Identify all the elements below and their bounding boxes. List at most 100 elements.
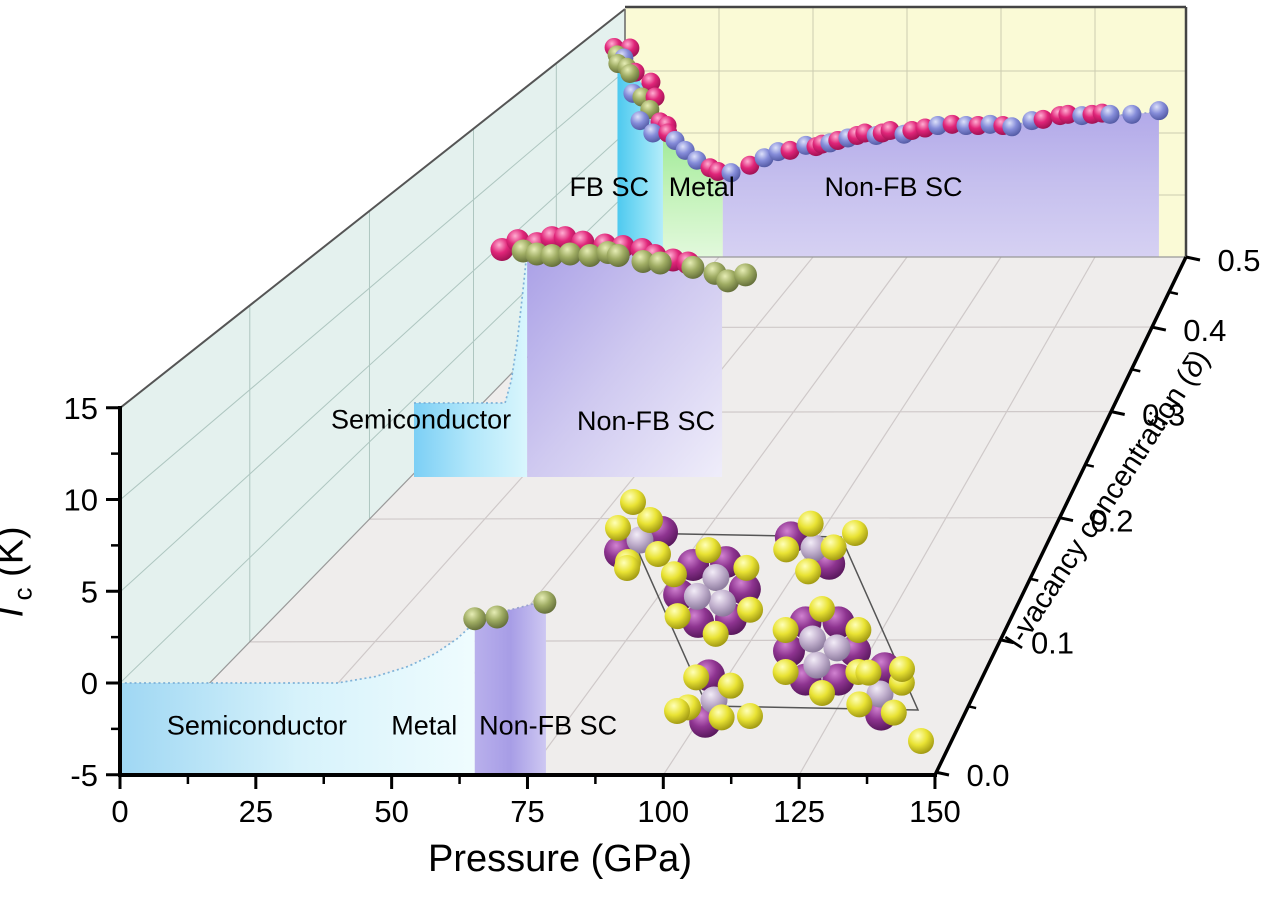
left-wall-top-edge	[119, 8, 626, 409]
atom-cluster-corner	[773, 510, 847, 585]
atom-yellow	[772, 659, 799, 685]
tc-tick-label: -5	[70, 758, 98, 793]
atom-yellow	[842, 520, 868, 546]
delta-tick-label: 0.5	[1217, 243, 1260, 278]
data-point-olive	[681, 255, 705, 279]
delta-major-tick	[1110, 410, 1126, 416]
unit-cell-outline	[628, 532, 920, 711]
atom-yellow	[614, 555, 640, 581]
atom-lavender	[708, 589, 736, 617]
atom-lavender	[702, 564, 730, 592]
left-wall-gridline	[119, 70, 626, 501]
atom-yellow	[695, 537, 722, 564]
atom-yellow	[908, 728, 934, 754]
delta-minor-tick	[1168, 290, 1179, 296]
atom-yellow	[845, 617, 872, 643]
front-slice-labels: Semiconductor Metal Non-FB SC	[167, 710, 617, 740]
delta-major-tick	[999, 638, 1014, 645]
data-point-olive	[648, 251, 672, 275]
atom-yellow	[664, 603, 691, 630]
atom-yellow	[660, 561, 687, 588]
front-region-semiconductor	[120, 622, 475, 775]
pressure-tick-label: 150	[909, 794, 961, 829]
tc-tick-label: 0	[81, 666, 98, 701]
atom-yellow	[708, 704, 735, 731]
atom-yellow	[846, 691, 873, 718]
data-point-olive	[463, 607, 487, 631]
atom-lavender	[866, 680, 894, 708]
front-region-non-fb-sc	[474, 600, 546, 775]
phase-label: Non-FB SC	[577, 406, 715, 436]
atom-lavender	[626, 526, 654, 554]
atom-cluster-corner	[846, 652, 915, 731]
atom-yellow	[772, 617, 799, 643]
front-phase-boundary	[120, 621, 476, 684]
delta-tick-label: 0.1	[1031, 626, 1074, 661]
data-point-blue	[1100, 104, 1120, 124]
delta-axis	[933, 256, 1188, 776]
left-wall-face	[120, 9, 625, 775]
delta-tick-label: 0.2	[1090, 504, 1133, 539]
tc-axis-title: Tc (K)	[0, 526, 38, 623]
atom-yellow	[637, 507, 663, 533]
atom-lavender	[803, 651, 831, 679]
atom-yellow	[737, 596, 764, 623]
data-point-magenta	[1033, 109, 1053, 129]
pressure-tick-label: 0	[111, 794, 128, 829]
delta-tick-label: 0.3	[1142, 398, 1185, 433]
data-point-olive	[578, 243, 602, 267]
middle-slice	[414, 226, 757, 477]
phase-label: Semiconductor	[167, 710, 347, 740]
back-slice	[604, 37, 1169, 257]
left-wall	[119, 8, 626, 775]
tc-tick-label: 15	[64, 391, 98, 426]
atom-yellow	[645, 541, 671, 567]
atom-cluster	[772, 596, 872, 706]
pressure-tick-label: 100	[637, 794, 689, 829]
back-slice-labels: FB SC Metal Non-FB SC	[569, 172, 962, 202]
pressure-axis-title: Pressure (GPa)	[428, 838, 692, 880]
atom-yellow	[605, 515, 631, 541]
delta-tick-label: 0.4	[1183, 313, 1226, 348]
pressure-tick-label: 25	[239, 794, 273, 829]
floor-gridline	[526, 256, 908, 776]
atom-cluster	[660, 537, 764, 647]
tc-symbol: T	[0, 601, 32, 624]
phase-label: Metal	[669, 172, 735, 202]
data-point-olive	[620, 63, 640, 83]
atom-lavender	[800, 534, 828, 562]
data-point-olive	[558, 242, 582, 266]
data-point-magenta	[641, 72, 661, 92]
data-point-olive	[631, 249, 655, 273]
atom-purple	[773, 635, 805, 667]
atom-yellow	[797, 510, 824, 537]
phase-label: Non-FB SC	[479, 710, 617, 740]
pressure-tick-label: 125	[773, 794, 825, 829]
delta-minor-tick	[966, 704, 977, 710]
data-point-blue	[1002, 117, 1022, 137]
atom-yellow	[880, 699, 907, 726]
pressure-tick-label: 50	[374, 794, 408, 829]
atom-lavender	[823, 634, 851, 662]
atom-yellow	[889, 656, 915, 682]
tc-tick-label: 10	[64, 483, 98, 518]
data-point-blue	[630, 111, 650, 131]
tc-tick-label: 5	[81, 574, 98, 609]
atom-yellow	[733, 554, 760, 581]
atom-yellow	[737, 703, 763, 729]
atom-lavender	[799, 625, 827, 653]
data-point-blue	[928, 116, 948, 136]
data-point-olive	[533, 590, 557, 614]
pressure-tick-label: 75	[510, 794, 544, 829]
tc-subscript: c	[7, 587, 38, 601]
atom-yellow	[620, 489, 646, 515]
atom-yellow	[717, 672, 744, 699]
middle-slice-labels: Semiconductor Non-FB SC	[331, 404, 715, 435]
delta-major-tick	[934, 770, 950, 777]
delta-minor-tick	[1028, 577, 1039, 582]
mid-region-non-fb-sc	[527, 240, 723, 477]
atom-yellow	[855, 659, 882, 686]
delta-major-tick	[1185, 255, 1201, 262]
